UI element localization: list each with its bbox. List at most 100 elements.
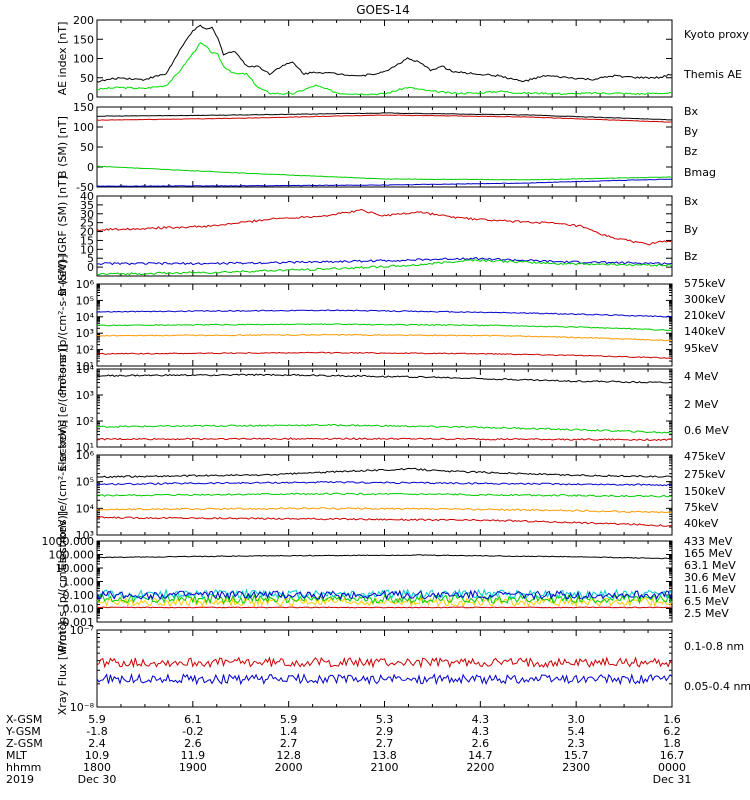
y-tick-label: 10¹ [76, 441, 94, 454]
series-line-bz [96, 114, 672, 123]
x-row-value: 2.9 [376, 725, 394, 738]
x-row-value: 1800 [83, 761, 111, 774]
y-tick-label: 15 [80, 234, 94, 247]
x-row-label: 2019 [6, 773, 34, 786]
y-tick-label: 10⁴ [76, 363, 95, 376]
legend-entry: 30.6 MeV [684, 571, 736, 584]
series-line-2-mev [96, 423, 673, 434]
legend-entry: Bmag [684, 166, 716, 179]
x-row-value: 13.8 [372, 749, 397, 762]
y-axis-label: AE index [nT] [56, 22, 69, 96]
y-tick-label: 100 [73, 121, 94, 134]
series-line-kyoto-proxy-ae [96, 42, 673, 96]
x-row-value: 2.6 [472, 737, 490, 750]
y-tick-label: 10³ [76, 389, 94, 402]
y-tick-label: 200 [73, 14, 94, 27]
y-tick-label: 10³ [76, 327, 94, 340]
x-row-value: 10.9 [85, 749, 110, 762]
y-tick-label: 100 [73, 53, 94, 66]
x-row-value: 4.3 [472, 725, 490, 738]
x-row-label: X-GSM [6, 713, 42, 726]
y-tick-label: 10³ [76, 529, 94, 542]
x-row-value: 2000 [275, 761, 303, 774]
series-line-0-1-0-8-nm [96, 656, 673, 669]
y-tick-label: 10⁵ [76, 476, 94, 489]
y-tick-label: 10⁴ [76, 311, 95, 324]
legend-entry: Bz [684, 250, 698, 263]
y-tick-label: 0.010 [63, 603, 95, 616]
panel-protons_mev: 0.0010.0100.1001.00010.000100.0001000.00… [42, 511, 737, 652]
y-axis-label: B (SM)-IGRF (SM) [nT] [56, 176, 69, 296]
y-tick-label: 10⁵ [76, 294, 94, 307]
legend-entry: 140keV [684, 325, 726, 338]
y-axis-label: Electrons [e/(cm²-s-sr)] [56, 344, 69, 471]
x-row-value: 6.1 [184, 713, 202, 726]
legend-entry: 0.1-0.8 nm [684, 640, 744, 653]
series-line-by [96, 259, 673, 276]
y-tick-label: 150 [73, 101, 94, 114]
y-tick-label: 0.100 [63, 589, 95, 602]
y-tick-label: 10.000 [56, 562, 95, 575]
legend-entry: 0.6 MeV [684, 424, 729, 437]
panel-ae: 0 50 100 150 200 AE index [nT] Kyoto proxy AE T… [56, 14, 750, 104]
y-tick-label: 0.001 [63, 616, 95, 629]
panel-frame [96, 540, 673, 623]
series-line-bx [96, 178, 673, 187]
y-tick-label: 150 [73, 33, 94, 46]
x-row-value: 2.7 [280, 737, 298, 750]
x-row-value: 2.7 [376, 737, 394, 750]
series-line-210kev [96, 323, 673, 332]
panel-frame [96, 629, 673, 708]
legend-entry: 275keV [684, 468, 726, 481]
y-tick-label: 5 [87, 252, 94, 265]
legend-entry: 2.5 MeV [684, 607, 729, 620]
y-tick-label: 10 [80, 243, 94, 256]
series-line-bx [96, 256, 673, 266]
x-row-value: 5.9 [280, 713, 298, 726]
series-line-trace [96, 437, 673, 441]
x-row-value: 5.9 [88, 713, 106, 726]
x-row-value: 3.0 [567, 713, 585, 726]
y-tick-label: 50 [80, 72, 94, 85]
x-row-value: 15.7 [564, 749, 589, 762]
y-axis-label: Protons [p/(cm²-s-sr-keV)] [56, 254, 69, 395]
x-row-value: 5.4 [567, 725, 585, 738]
series-line-trace [96, 467, 673, 479]
legend-entry: 300keV [684, 293, 726, 306]
legend-entry: Kyoto proxy AE [684, 28, 750, 41]
x-row-value: 11.9 [181, 749, 206, 762]
y-tick-label: 25 [80, 217, 94, 230]
legend-entry: Bx [684, 195, 699, 208]
x-row-value: 14.7 [468, 749, 493, 762]
panel-frame [96, 19, 673, 98]
x-row-value: 4.3 [472, 713, 490, 726]
panel-protons: 10¹ 10² 10³ 10⁴ 10⁵ 10⁶ Protons [p/(cm²-s-sr-k… [56, 254, 726, 395]
series-line-by [97, 165, 672, 181]
x-row-label: Y-GSM [5, 725, 41, 738]
y-tick-label: 1000.000 [42, 535, 95, 548]
x-row-value: 2100 [371, 761, 399, 774]
x-axis-table: X-GSMY-GSMZ-GSMMLThhmm20195.9-1.82.410.9… [5, 713, 691, 786]
x-row-value: 1.6 [663, 713, 681, 726]
legend-entry: Bz [684, 145, 698, 158]
y-axis-label: B (SM) [nT] [56, 116, 69, 178]
x-row-value: 1.8 [663, 737, 681, 750]
x-row-label: hhmm [6, 761, 41, 774]
x-row-value: 6.2 [663, 725, 681, 738]
y-tick-label: 10⁻⁸ [70, 701, 95, 714]
x-row-value: 2.3 [567, 737, 585, 750]
panel-electrons_mev: 10¹ 10² 10³ 10⁴ Electrons [e/(cm²-s-sr)] 4 Me… [56, 344, 729, 471]
y-tick-label: 20 [80, 226, 94, 239]
x-row-value: 2200 [466, 761, 494, 774]
x-row-value: 1.4 [280, 725, 298, 738]
series-line-themis-ae [96, 24, 673, 83]
series-line-140kev [96, 309, 673, 318]
series-line-275kev [96, 507, 673, 514]
legend-entry: 575keV [684, 277, 726, 290]
legend-entry: 165 MeV [684, 547, 733, 560]
series-line-0-6-mev [96, 373, 673, 384]
series-line-300kev [96, 333, 673, 342]
series-line-30-6-mev [96, 593, 673, 605]
